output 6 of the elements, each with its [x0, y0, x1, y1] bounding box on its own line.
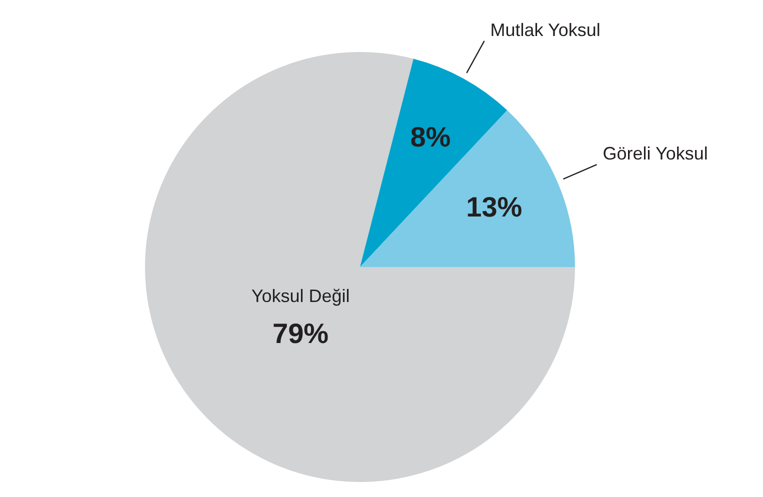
data-label: 79% — [272, 318, 329, 349]
slice-label: Yoksul Değil — [251, 286, 350, 306]
data-label: 8% — [410, 122, 451, 153]
slice-label: Mutlak Yoksul — [490, 20, 600, 40]
slice-label: Göreli Yoksul — [602, 144, 708, 164]
data-label: 13% — [466, 192, 522, 223]
